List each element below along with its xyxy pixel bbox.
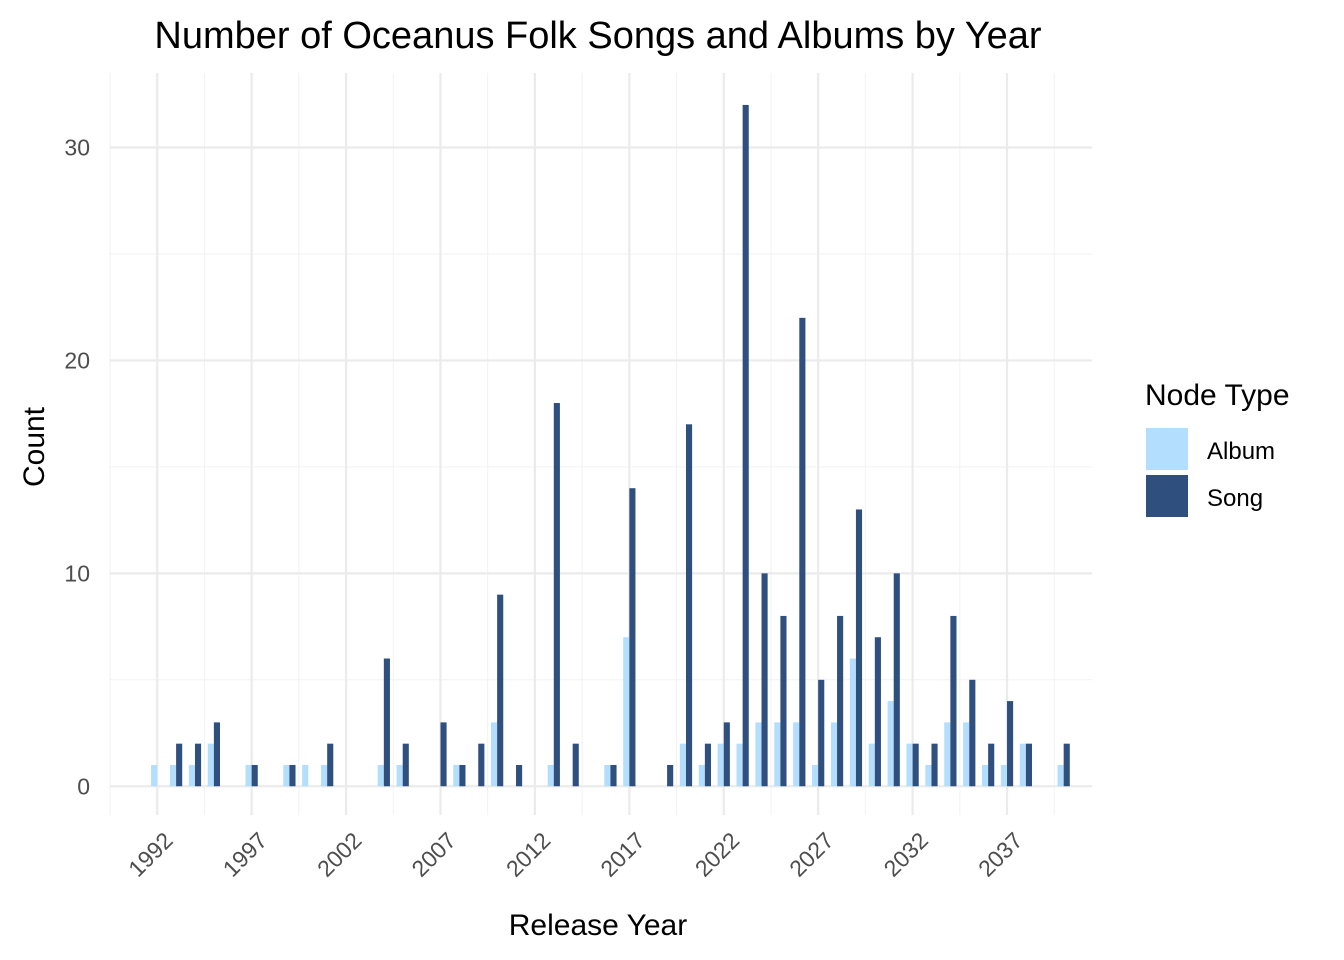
bar-album-2032 xyxy=(906,743,913,787)
x-tick-label: 2032 xyxy=(879,827,934,882)
bar-album-2040 xyxy=(1057,764,1064,787)
bar-song-1997 xyxy=(251,764,258,787)
x-tick-label: 2022 xyxy=(690,827,745,882)
bar-album-2001 xyxy=(321,764,328,787)
bar-album-2024 xyxy=(755,722,762,787)
bar-song-2001 xyxy=(327,743,334,787)
bar-song-2037 xyxy=(1007,701,1014,787)
bar-song-2022 xyxy=(723,722,730,787)
bar-album-2023 xyxy=(736,743,743,787)
bar-song-2016 xyxy=(610,764,617,787)
bar-album-2038 xyxy=(1019,743,1026,787)
bar-song-2036 xyxy=(988,743,995,787)
bar-song-2008 xyxy=(459,764,466,787)
chart-title: Number of Oceanus Folk Songs and Albums … xyxy=(154,15,1042,57)
x-axis-title: Release Year xyxy=(509,909,687,942)
bar-album-2010 xyxy=(491,722,498,787)
y-tick-label: 30 xyxy=(64,135,90,161)
bar-song-1994 xyxy=(194,743,202,787)
bar-song-2004 xyxy=(383,658,390,787)
legend-title: Node Type xyxy=(1145,379,1290,412)
bar-song-2025 xyxy=(780,615,787,787)
bar-album-2000 xyxy=(302,764,309,787)
grid xyxy=(109,73,1092,815)
bar-album-2034 xyxy=(944,722,951,787)
bar-album-2022 xyxy=(717,743,724,787)
bar-album-2030 xyxy=(868,743,875,787)
bars xyxy=(151,104,1070,787)
bar-album-2036 xyxy=(982,764,989,787)
bar-song-2024 xyxy=(761,573,768,787)
bar-song-2009 xyxy=(478,743,485,787)
bar-song-2020 xyxy=(685,424,693,787)
x-tick-label: 2012 xyxy=(501,827,556,882)
bar-album-2020 xyxy=(679,743,686,787)
bar-song-2005 xyxy=(402,743,409,787)
bar-song-2019 xyxy=(667,764,674,787)
bar-song-2023 xyxy=(742,104,749,787)
bar-album-2029 xyxy=(849,658,856,787)
bar-album-2017 xyxy=(623,637,630,787)
bar-album-2016 xyxy=(604,764,611,787)
legend-label-album: Album xyxy=(1207,438,1275,465)
bar-album-1997 xyxy=(245,764,252,787)
legend: Node Type Album Song xyxy=(1145,379,1290,517)
bar-album-2037 xyxy=(1000,764,1008,787)
bar-song-2010 xyxy=(497,594,504,787)
y-tick-label: 0 xyxy=(77,773,90,799)
bar-song-1999 xyxy=(289,764,296,787)
x-tick-label: 2027 xyxy=(784,827,839,882)
bar-song-2035 xyxy=(969,679,976,787)
legend-label-song: Song xyxy=(1207,485,1263,512)
bar-song-2032 xyxy=(912,743,919,787)
y-axis-title: Count xyxy=(18,406,51,487)
x-tick-label: 1997 xyxy=(218,827,273,882)
bar-song-2029 xyxy=(855,509,863,787)
bar-song-1995 xyxy=(213,722,220,787)
bar-song-2031 xyxy=(893,573,900,787)
bar-album-2031 xyxy=(887,701,894,787)
y-tick-label: 10 xyxy=(64,560,90,586)
bar-album-2004 xyxy=(377,764,384,787)
x-tick-label: 2007 xyxy=(406,827,461,882)
bar-album-1995 xyxy=(207,743,214,787)
bar-album-2013 xyxy=(547,764,554,787)
bar-album-2033 xyxy=(925,764,932,787)
bar-song-2027 xyxy=(818,679,825,787)
bar-album-2028 xyxy=(830,722,838,787)
bar-song-2014 xyxy=(572,743,579,787)
bar-song-2017 xyxy=(629,488,636,787)
bar-song-2034 xyxy=(950,615,957,787)
bar-album-2026 xyxy=(793,722,800,787)
x-tick-label: 2002 xyxy=(312,827,367,882)
bar-album-2027 xyxy=(812,764,819,787)
bar-song-2040 xyxy=(1063,743,1070,787)
bar-album-2005 xyxy=(396,764,403,787)
bar-album-1994 xyxy=(188,764,195,787)
y-tick-label: 20 xyxy=(64,347,90,373)
bar-album-1993 xyxy=(169,764,177,787)
legend-swatch-album xyxy=(1146,428,1188,470)
bar-album-2035 xyxy=(963,722,970,787)
bar-song-2011 xyxy=(516,764,523,787)
bar-song-2028 xyxy=(837,615,844,787)
bar-song-2030 xyxy=(874,637,881,787)
bar-song-2038 xyxy=(1025,743,1033,787)
bar-album-2008 xyxy=(453,764,460,787)
x-tick-label: 2017 xyxy=(595,827,650,882)
bar-song-2021 xyxy=(704,743,711,787)
legend-swatch-song xyxy=(1146,475,1188,517)
bar-song-1993 xyxy=(176,743,183,787)
bar-song-2007 xyxy=(440,722,447,787)
bar-song-2026 xyxy=(799,317,806,787)
x-tick-label: 1992 xyxy=(123,827,178,882)
bar-album-1992 xyxy=(151,764,158,787)
bar-album-2021 xyxy=(698,764,705,787)
x-tick-label: 2037 xyxy=(973,827,1028,882)
bar-album-2025 xyxy=(774,722,781,787)
bar-song-2013 xyxy=(553,403,560,787)
bar-song-2033 xyxy=(931,743,938,787)
bar-album-1999 xyxy=(283,764,290,787)
